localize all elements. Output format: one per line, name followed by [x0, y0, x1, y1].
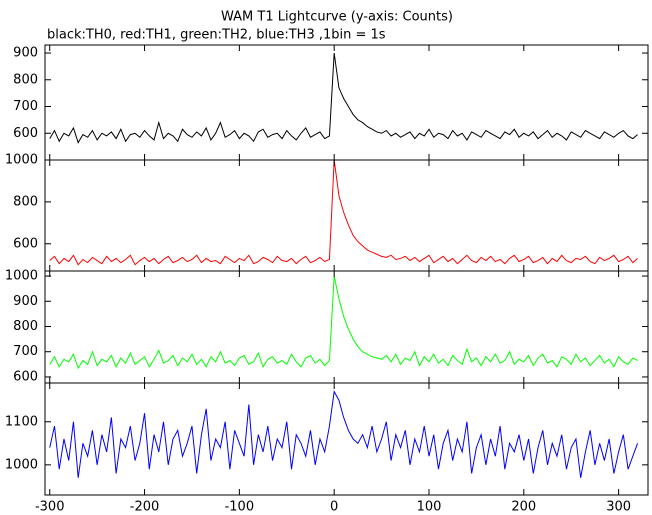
- x-tick-label: -100: [225, 500, 255, 515]
- x-tick-label: 0: [330, 500, 338, 515]
- chart-subtitle: black:TH0, red:TH1, green:TH2, blue:TH3 …: [47, 28, 386, 43]
- y-tick-label: 800: [13, 72, 38, 87]
- x-tick-label: 300: [606, 500, 631, 515]
- x-tick-label: -300: [35, 500, 65, 515]
- chart-title: WAM T1 Lightcurve (y-axis: Counts): [221, 10, 453, 25]
- lightcurve: [49, 52, 638, 144]
- lightcurve: [49, 159, 638, 266]
- y-tick-label: 800: [13, 194, 38, 209]
- y-tick-label: 600: [13, 369, 38, 384]
- y-tick-label: 700: [13, 344, 38, 359]
- y-tick-label: 1100: [5, 414, 38, 429]
- y-tick-label: 800: [13, 319, 38, 334]
- panel-frame: [44, 159, 649, 272]
- y-tick-label: 1000: [5, 457, 38, 472]
- y-tick-label: 700: [13, 99, 38, 114]
- x-tick-label: 100: [417, 500, 442, 515]
- panel-frame: [44, 382, 649, 496]
- y-tick-label: 1000: [5, 153, 38, 168]
- y-tick-label: 600: [13, 236, 38, 251]
- x-tick-label: 200: [511, 500, 536, 515]
- x-tick-label: -200: [130, 500, 160, 515]
- y-tick-label: 900: [13, 46, 38, 61]
- y-tick-label: 600: [13, 126, 38, 141]
- lightcurve: [49, 390, 639, 478]
- y-tick-label: 1000: [5, 269, 38, 284]
- y-tick-label: 900: [13, 294, 38, 309]
- lightcurve: [49, 275, 638, 370]
